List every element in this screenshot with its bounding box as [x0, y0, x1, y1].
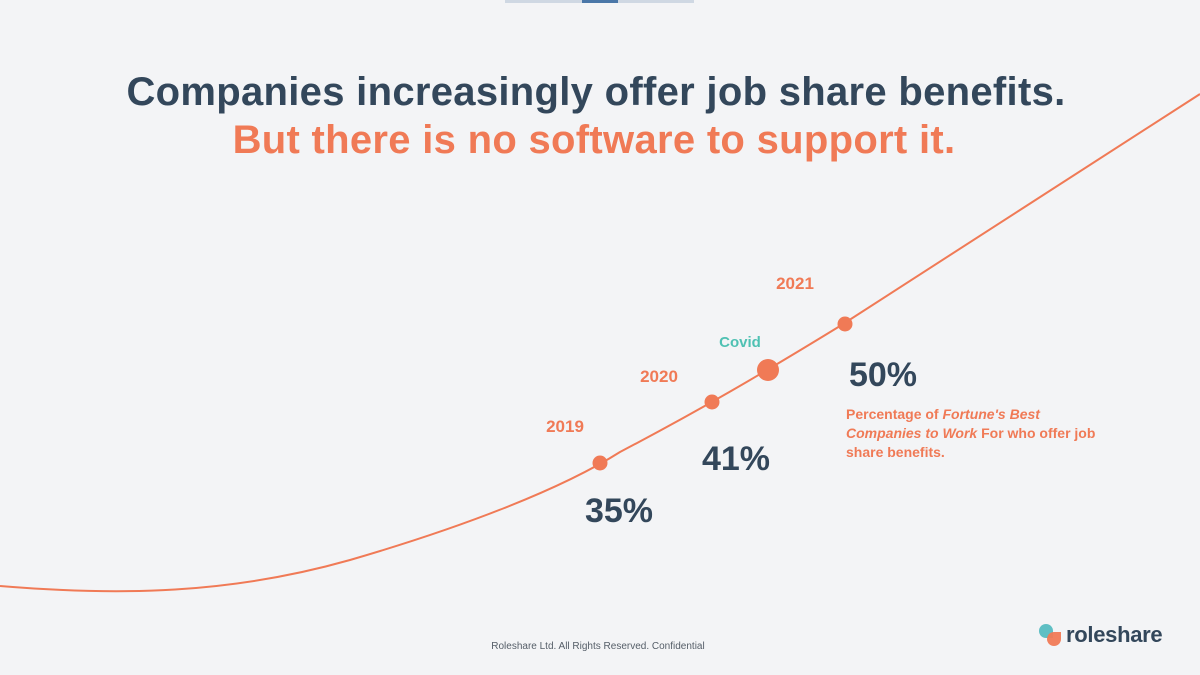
chart-note: Percentage of Fortune's Best Companies t… [846, 405, 1096, 462]
roleshare-logo-icon [1038, 623, 1062, 647]
value-label-2021: 50% [849, 356, 917, 394]
year-label-covid: Covid [719, 334, 761, 351]
roleshare-logo: roleshare [1038, 622, 1163, 648]
point-covid [757, 359, 779, 381]
top-progress-bar [0, 0, 1200, 3]
point-2019 [592, 455, 608, 471]
year-label-2019: 2019 [546, 417, 584, 436]
logo-text: roleshare [1066, 622, 1163, 647]
title-line-1: Companies increasingly offer job share b… [126, 70, 1066, 114]
value-label-2020: 41% [702, 440, 770, 478]
topbar-segment-right [618, 0, 694, 3]
point-2020 [704, 394, 720, 410]
footer-text: Roleshare Ltd. All Rights Reserved. Conf… [491, 641, 705, 652]
note-prefix: Percentage of [846, 406, 943, 422]
year-label-2020: 2020 [640, 367, 678, 386]
year-label-2021: 2021 [776, 274, 814, 293]
topbar-segment-active [582, 0, 618, 3]
growth-curve [0, 93, 1200, 593]
topbar-segment-left [505, 0, 582, 3]
logo-mark-orange [1047, 632, 1061, 646]
title-line-2: But there is no software to support it. [232, 118, 956, 162]
note-suffix: For who offer job share benefits. [846, 425, 1096, 460]
note-italic: Fortune's Best Companies to Work [846, 406, 1040, 441]
value-label-2019: 35% [585, 492, 653, 530]
point-2021 [837, 316, 853, 332]
